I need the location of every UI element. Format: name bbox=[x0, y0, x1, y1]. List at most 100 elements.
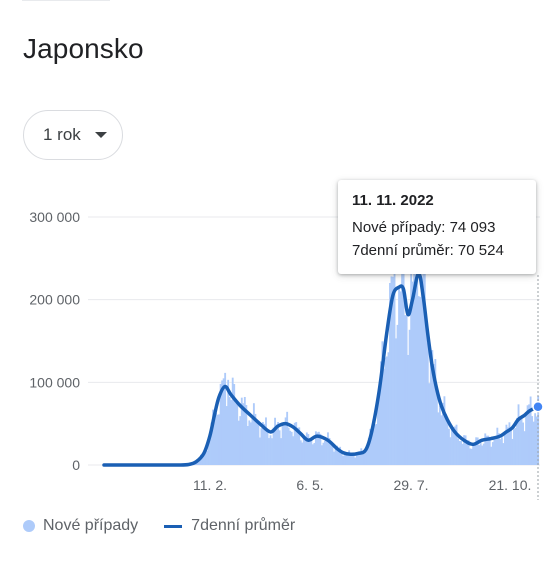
bar-new-cases bbox=[333, 451, 335, 465]
bar-new-cases bbox=[408, 329, 411, 465]
bar-new-cases bbox=[410, 270, 413, 465]
bar-new-cases bbox=[449, 437, 452, 465]
bar-new-cases bbox=[240, 397, 243, 465]
line-7day-average bbox=[102, 271, 540, 467]
bar-new-cases bbox=[441, 402, 444, 465]
bar-new-cases bbox=[280, 438, 283, 465]
bar-new-cases bbox=[464, 435, 467, 465]
bar-new-cases bbox=[339, 446, 342, 465]
bar-new-cases bbox=[523, 431, 526, 465]
bar-new-cases bbox=[346, 453, 349, 465]
bar-new-cases bbox=[311, 444, 314, 465]
bar-new-cases bbox=[204, 451, 207, 465]
bar-new-cases bbox=[283, 423, 286, 465]
range-dropdown-button[interactable]: 1 rok bbox=[23, 110, 123, 160]
bar-new-cases bbox=[358, 451, 361, 465]
chart-legend: Nové případy 7denní průměr bbox=[23, 517, 295, 535]
bar-new-cases bbox=[422, 238, 425, 465]
y-tick-label: 300 000 bbox=[29, 209, 80, 225]
bar-new-cases bbox=[252, 403, 255, 465]
bar-new-cases bbox=[364, 451, 367, 465]
x-tick-label: 21. 10. bbox=[489, 477, 532, 493]
bar-new-cases bbox=[448, 428, 450, 465]
bar-new-cases bbox=[500, 437, 503, 465]
bar-new-cases bbox=[230, 400, 233, 465]
bar-new-cases bbox=[237, 420, 240, 465]
bar-new-cases bbox=[263, 423, 266, 465]
bar-new-cases bbox=[526, 405, 529, 465]
bar-new-cases bbox=[426, 343, 429, 465]
bar-new-cases bbox=[334, 448, 337, 465]
bar-new-cases bbox=[398, 289, 400, 465]
bar-new-cases bbox=[327, 432, 329, 465]
tooltip-date: 11. 11. 2022 bbox=[352, 192, 434, 209]
bar-new-cases bbox=[537, 396, 540, 465]
bar-new-cases bbox=[340, 451, 343, 465]
bar-new-cases bbox=[370, 429, 373, 465]
bar-new-cases bbox=[277, 422, 280, 465]
bar-new-cases bbox=[262, 422, 264, 465]
bar-new-cases bbox=[322, 442, 325, 465]
x-tick-label: 11. 2. bbox=[193, 477, 227, 493]
bar-new-cases bbox=[395, 338, 397, 465]
bar-new-cases bbox=[259, 437, 261, 465]
bar-new-cases bbox=[457, 438, 459, 465]
bar-new-cases bbox=[437, 412, 440, 465]
bar-new-cases bbox=[497, 433, 500, 465]
tooltip-7day-average-label: 7denní průměr bbox=[352, 242, 450, 259]
bar-new-cases bbox=[289, 430, 292, 465]
bar-new-cases bbox=[207, 441, 210, 465]
bar-new-cases bbox=[351, 453, 354, 465]
bar-new-cases bbox=[269, 435, 272, 465]
tooltip-new-cases-label: Nové případy bbox=[352, 219, 442, 236]
bar-new-cases bbox=[197, 461, 199, 465]
bar-new-cases bbox=[307, 434, 310, 465]
bar-new-cases bbox=[278, 430, 281, 465]
bar-new-cases bbox=[529, 396, 532, 465]
bar-new-cases bbox=[367, 437, 370, 465]
bar-new-cases bbox=[470, 448, 473, 465]
bar-new-cases bbox=[345, 455, 348, 465]
tooltip-new-cases-value: 74 093 bbox=[449, 219, 496, 236]
chart-y-axis: 0 100 000 200 000 300 000 bbox=[29, 209, 80, 473]
bar-new-cases bbox=[401, 236, 404, 465]
bar-new-cases bbox=[481, 445, 484, 465]
bar-new-cases bbox=[342, 455, 345, 465]
bar-new-cases bbox=[372, 419, 375, 465]
bar-new-cases bbox=[310, 440, 313, 465]
bar-new-cases bbox=[484, 433, 487, 465]
bar-new-cases bbox=[390, 276, 393, 465]
bar-new-cases bbox=[511, 438, 514, 465]
bar-new-cases bbox=[268, 438, 270, 465]
bar-new-cases bbox=[257, 423, 260, 465]
bar-new-cases bbox=[520, 418, 523, 465]
bar-new-cases bbox=[369, 428, 372, 465]
bar-new-cases bbox=[321, 445, 323, 465]
bar-new-cases bbox=[352, 454, 355, 465]
bar-new-cases bbox=[479, 443, 482, 465]
bar-new-cases bbox=[287, 427, 290, 465]
legend-line-swatch-icon bbox=[164, 524, 183, 528]
bar-new-cases bbox=[225, 406, 228, 465]
bar-new-cases bbox=[413, 259, 416, 465]
bar-new-cases bbox=[482, 443, 485, 465]
hover-point[interactable] bbox=[532, 400, 544, 413]
bar-new-cases bbox=[454, 426, 456, 465]
bar-new-cases bbox=[361, 452, 364, 465]
bar-new-cases bbox=[210, 422, 213, 465]
bar-new-cases bbox=[286, 411, 289, 465]
bar-new-cases bbox=[298, 427, 301, 465]
bar-new-cases bbox=[514, 427, 517, 465]
bar-new-cases bbox=[260, 428, 263, 465]
bar-new-cases bbox=[488, 437, 491, 465]
bar-new-cases bbox=[532, 421, 535, 465]
bar-new-cases bbox=[221, 380, 224, 465]
bar-new-cases bbox=[490, 446, 493, 465]
bar-new-cases bbox=[405, 315, 408, 465]
bar-new-cases bbox=[461, 443, 464, 465]
bar-new-cases bbox=[513, 429, 515, 465]
bar-new-cases bbox=[451, 425, 453, 465]
bar-new-cases bbox=[324, 440, 326, 465]
bar-new-cases bbox=[296, 427, 299, 465]
bar-new-cases bbox=[348, 450, 351, 465]
